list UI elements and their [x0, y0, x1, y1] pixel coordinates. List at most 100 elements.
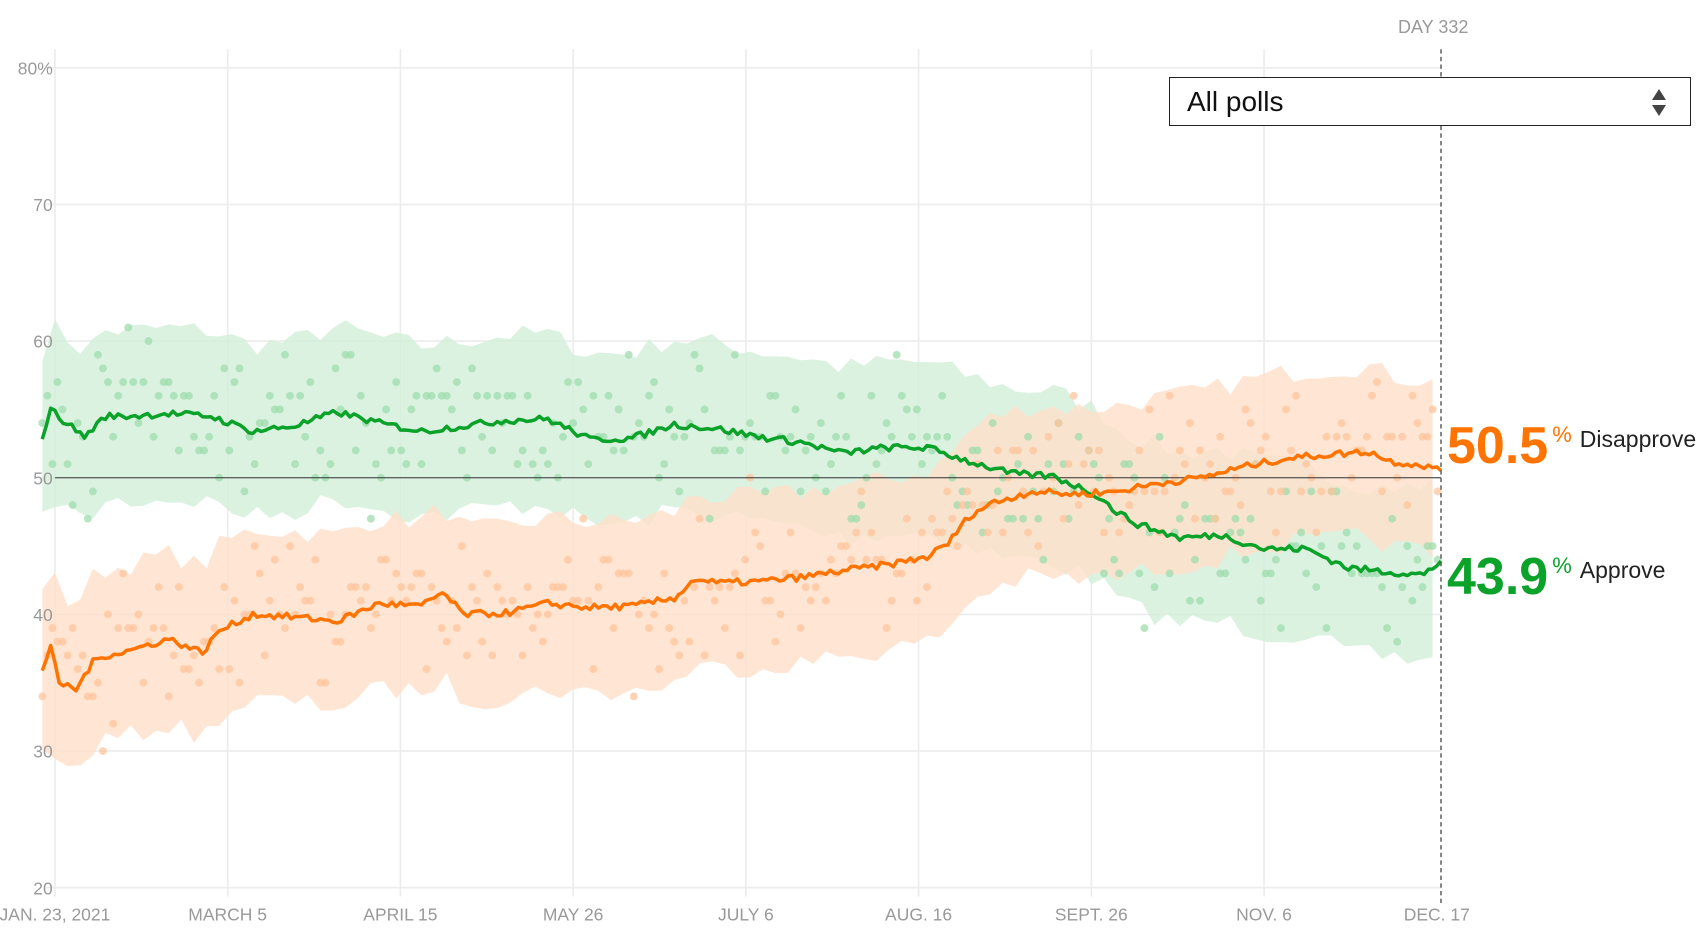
approve-poll-dot: [402, 460, 411, 469]
approve-poll-dot: [736, 446, 744, 455]
approve-poll-dot: [680, 432, 689, 441]
approve-poll-dot: [882, 419, 891, 428]
approve-poll-dot: [473, 391, 482, 400]
approve-poll-dot: [1100, 569, 1108, 578]
disapprove-poll-dot: [159, 624, 168, 633]
disapprove-poll-dot: [392, 569, 401, 578]
approve-value: 43.9: [1447, 548, 1549, 606]
disapprove-poll-dot: [1236, 501, 1245, 510]
approve-poll-dot: [1196, 596, 1204, 605]
approve-poll-dot: [1241, 555, 1250, 564]
disapprove-poll-dot: [1079, 460, 1088, 469]
disapprove-poll-dot: [756, 542, 765, 551]
disapprove-poll-dot: [250, 542, 259, 551]
disapprove-poll-dot: [427, 583, 436, 592]
disapprove-poll-dot: [1196, 446, 1204, 455]
disapprove-poll-dot: [574, 596, 583, 605]
approve-poll-dot: [1347, 569, 1356, 578]
approve-poll-dot: [665, 405, 674, 414]
day-marker-label: DAY 332: [1398, 17, 1469, 37]
disapprove-poll-dot: [473, 596, 482, 605]
disapprove-poll-dot: [382, 555, 391, 564]
approve-poll-dot: [1125, 460, 1134, 469]
disapprove-poll-dot: [1054, 419, 1063, 428]
disapprove-poll-dot: [483, 569, 492, 578]
approve-poll-dot: [351, 446, 360, 455]
disapprove-poll-dot: [998, 528, 1007, 537]
approve-poll-dot: [387, 446, 396, 455]
approve-poll-dot: [543, 460, 552, 469]
disapprove-poll-dot: [1276, 487, 1285, 496]
disapprove-poll-dot: [923, 583, 931, 592]
approve-poll-dot: [281, 350, 289, 359]
disapprove-poll-dot: [1064, 460, 1073, 469]
disapprove-poll-dot: [1115, 528, 1124, 537]
disapprove-poll-dot: [741, 555, 749, 564]
disapprove-poll-dot: [786, 528, 795, 537]
disapprove-poll-dot: [154, 583, 163, 592]
disapprove-poll-dot: [164, 692, 173, 701]
disapprove-poll-dot: [1175, 446, 1184, 455]
approve-poll-dot: [877, 446, 886, 455]
disapprove-poll-dot: [543, 610, 552, 619]
approve-poll-dot: [1342, 528, 1351, 537]
approve-poll-dot: [867, 391, 876, 400]
approve-poll-dot: [1089, 460, 1098, 469]
disapprove-poll-dot: [93, 678, 102, 687]
approve-poll-dot: [73, 419, 82, 428]
approve-poll-dot: [1398, 583, 1407, 592]
approve-poll-dot: [670, 432, 679, 441]
approve-poll-dot: [1256, 596, 1265, 605]
approve-poll-dot: [816, 419, 825, 428]
approve-poll-dot: [1180, 501, 1189, 510]
approve-poll-dot: [730, 350, 739, 359]
approve-line: [40, 406, 1443, 578]
approve-poll-dot: [1110, 555, 1119, 564]
disapprove-poll-dot: [538, 637, 547, 646]
approve-poll-dot: [1115, 569, 1124, 578]
approve-poll-dot: [1297, 528, 1306, 537]
x-tick-label: AUG. 16: [885, 905, 952, 925]
disapprove-poll-dot: [220, 583, 229, 592]
disapprove-poll-dot: [169, 651, 178, 660]
approve-poll-dot: [852, 514, 861, 523]
approve-poll-dot: [1408, 596, 1417, 605]
disapprove-poll-dot: [857, 487, 866, 496]
approve-poll-dot: [1009, 514, 1017, 523]
approve-poll-dot: [134, 419, 143, 428]
approve-poll-dot: [786, 432, 795, 441]
disapprove-poll-dot: [1327, 487, 1336, 496]
approve-poll-dot: [918, 460, 926, 469]
disapprove-poll-dot: [139, 678, 148, 687]
disapprove-poll-dot: [685, 637, 694, 646]
approve-poll-dot: [265, 391, 274, 400]
approve-poll-dot: [1337, 542, 1346, 551]
disapprove-poll-dot: [518, 651, 527, 660]
disapprove-poll-dot: [1287, 446, 1295, 455]
disapprove-poll-dot: [63, 651, 72, 660]
disapprove-poll-dot: [48, 624, 57, 633]
disapprove-poll-dot: [1029, 446, 1038, 455]
disapprove-poll-dot: [579, 514, 588, 523]
approve-poll-dot: [1403, 542, 1412, 551]
approve-poll-dot: [614, 405, 623, 414]
disapprove-poll-dot: [1266, 487, 1275, 496]
approve-poll-dot: [88, 487, 97, 496]
disapprove-poll-dot: [104, 610, 112, 619]
disapprove-poll-dot: [99, 747, 107, 755]
approve-poll-dot: [645, 391, 653, 400]
approve-poll-dot: [447, 405, 456, 414]
disapprove-poll-dot: [190, 651, 198, 660]
approve-poll-dot: [99, 364, 107, 373]
disapprove-poll-dot: [852, 528, 861, 537]
x-tick-label: NOV. 6: [1236, 905, 1292, 925]
approve-poll-dot: [609, 446, 618, 455]
disapprove-poll-dot: [336, 637, 345, 646]
approve-poll-dot: [1191, 555, 1199, 564]
approve-poll-dot: [301, 432, 310, 441]
approve-poll-dot: [58, 405, 67, 414]
approve-poll-dot: [336, 405, 345, 414]
poll-filter-select[interactable]: All polls: [1169, 77, 1691, 126]
approve-poll-dot: [538, 446, 547, 455]
approve-poll-dot: [761, 487, 770, 496]
